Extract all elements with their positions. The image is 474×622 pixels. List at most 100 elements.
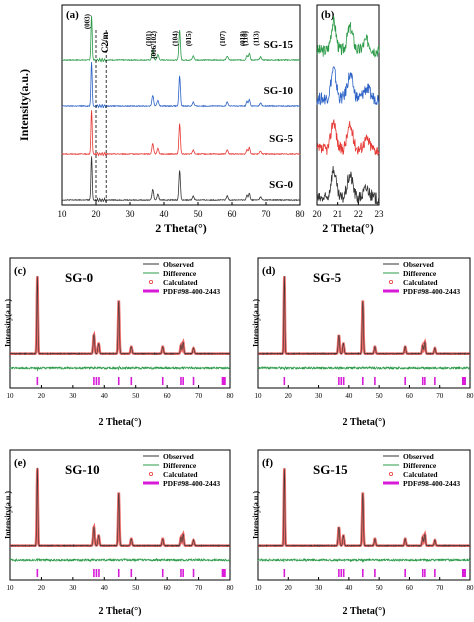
panel-a-xtick-label-10: 10 xyxy=(58,209,68,219)
panel-c-xtick-label-50: 50 xyxy=(132,392,140,400)
panel-e-tag: (e) xyxy=(14,457,27,469)
panel-f-xlabel: 2 Theta(°) xyxy=(343,606,386,617)
panel-e-xtick-label-60: 60 xyxy=(164,584,172,592)
panel-d-legend-label-2: Calculated xyxy=(403,278,438,287)
panel-b-series-SG-10 xyxy=(316,65,380,106)
panel-d-frame xyxy=(257,257,471,389)
panel-e-xtick-label-80: 80 xyxy=(227,584,235,592)
panel-d-xtick-label-50: 50 xyxy=(376,392,384,400)
panel-f-xtick-label-70: 70 xyxy=(436,584,444,592)
panel-c-legend-label-0: Observed xyxy=(163,260,195,269)
panel-c-xtick-label-80: 80 xyxy=(227,392,235,400)
panel-f-xtick-label-20: 20 xyxy=(285,584,293,592)
panel-c-frame xyxy=(9,257,231,389)
panel-c-legend-label-1: Difference xyxy=(163,269,197,278)
panel-c-xtick-label-30: 30 xyxy=(69,392,77,400)
panel-f-xtick-label-30: 30 xyxy=(315,584,323,592)
panel-a-xlabel: 2 Theta(°) xyxy=(155,221,207,235)
panel-d-legend-label-3: PDF#98-400-2443 xyxy=(403,287,460,296)
panel-f-frame xyxy=(257,449,471,581)
panel-a-hkl-(006/102): (006/102) xyxy=(150,30,158,58)
panel-a-hkl-(110): (110) xyxy=(241,30,249,45)
panel-a-hkl-(003): (003) xyxy=(84,13,92,29)
panel-b-tag: (b) xyxy=(321,9,335,21)
panel-a-xtick-label-30: 30 xyxy=(126,209,136,219)
panel-d-xtick-label-10: 10 xyxy=(255,392,263,400)
panel-e-xtick-label-40: 40 xyxy=(101,584,109,592)
panel-d-ylabel: Intensity(a.u.) xyxy=(252,299,261,347)
panel-c-legend-label-3: PDF#98-400-2443 xyxy=(163,287,220,296)
panel-e-legend-label-2: Calculated xyxy=(163,470,198,479)
panel-f-sample-label: SG-15 xyxy=(313,462,348,477)
panel-c-xtick-label-70: 70 xyxy=(195,392,203,400)
panel-a-xtick-label-70: 70 xyxy=(262,209,272,219)
panel-a-hkl-(107): (107) xyxy=(219,30,227,46)
panel-c-observed-curve xyxy=(9,276,231,356)
panel-a-hkl-(101): (101) xyxy=(145,30,153,46)
panel-e-legend-label-1: Difference xyxy=(163,461,197,470)
panel-a-series-SG-5 xyxy=(61,110,301,157)
panel-e-ylabel: Intensity(a.u.) xyxy=(4,491,13,539)
panel-c-legend-label-2: Calculated xyxy=(163,278,198,287)
panel-a-hkl-(104): (104) xyxy=(172,30,180,46)
panel-e-xtick-label-10: 10 xyxy=(7,584,15,592)
panel-c-xlabel: 2 Theta(°) xyxy=(99,417,142,428)
panel-f-legend-label-0: Observed xyxy=(403,452,435,461)
panel-c-ylabel: Intensity(a.u.) xyxy=(4,299,13,347)
panel-b-series-SG-5 xyxy=(316,119,380,156)
panel-c-sample-label: SG-0 xyxy=(65,270,93,285)
panel-f-ylabel: Intensity(a.u.) xyxy=(252,491,261,539)
panel-a-xtick-label-50: 50 xyxy=(194,209,204,219)
panel-d-tag: (d) xyxy=(262,265,276,277)
panel-a-xtick-label-20: 20 xyxy=(92,209,102,219)
panel-d-xtick-label-20: 20 xyxy=(285,392,293,400)
panel-e-difference-curve xyxy=(9,557,231,563)
panel-d-xtick-label-80: 80 xyxy=(467,392,474,400)
panel-d-legend-label-1: Difference xyxy=(403,269,437,278)
panel-b-series-SG-0 xyxy=(316,165,380,205)
panel-d-xlabel: 2 Theta(°) xyxy=(343,417,386,428)
panel-c-difference-curve xyxy=(9,365,231,372)
panel-a-hkl-(113): (113) xyxy=(253,30,261,45)
panel-a-series-SG-15 xyxy=(61,15,301,63)
panel-f-legend-label-3: PDF#98-400-2443 xyxy=(403,479,460,488)
panel-e-legend-label-3: PDF#98-400-2443 xyxy=(163,479,220,488)
panel-b-xlabel: 2 Theta(°) xyxy=(322,221,374,235)
panel-e-legend-label-0: Observed xyxy=(163,452,195,461)
panel-e-xtick-label-70: 70 xyxy=(195,584,203,592)
panel-d-legend-marker-2 xyxy=(388,279,393,284)
panel-f-xtick-label-40: 40 xyxy=(345,584,353,592)
panel-d-sample-label: SG-5 xyxy=(313,270,342,285)
panel-e-xlabel: 2 Theta(°) xyxy=(99,606,142,617)
panel-d-legend-label-0: Observed xyxy=(403,260,435,269)
panel-a-series-label-SG-0: SG-0 xyxy=(269,179,293,191)
panel-a-xtick-label-60: 60 xyxy=(228,209,238,219)
panel-a-ylabel: Intensity(a.u.) xyxy=(17,69,31,141)
panel-b-xtick-label-22: 22 xyxy=(354,209,363,219)
panel-b-series-SG-15 xyxy=(316,14,380,58)
panel-e-xtick-label-20: 20 xyxy=(38,584,46,592)
panel-a-series-SG-0 xyxy=(61,156,301,204)
panel-c-xtick-label-10: 10 xyxy=(7,392,15,400)
panel-c-xtick-label-40: 40 xyxy=(101,392,109,400)
panel-d-difference-curve xyxy=(257,365,471,371)
panel-c-xtick-label-20: 20 xyxy=(38,392,46,400)
panel-f-tag: (f) xyxy=(262,457,273,469)
panel-e-observed-curve xyxy=(10,467,231,548)
panel-d-xtick-label-30: 30 xyxy=(315,392,323,400)
panel-e-xtick-label-30: 30 xyxy=(69,584,77,592)
panel-d-xtick-label-40: 40 xyxy=(345,392,353,400)
panel-a-frame xyxy=(61,4,301,206)
panel-c-xtick-label-60: 60 xyxy=(164,392,172,400)
panel-e-sample-label: SG-10 xyxy=(65,462,100,477)
panel-b-xtick-label-21: 21 xyxy=(333,209,342,219)
panel-a-hkl-(018): (018) xyxy=(239,30,247,46)
panel-e-legend-marker-2 xyxy=(148,471,153,476)
panel-f-legend-label-2: Calculated xyxy=(403,470,438,479)
panel-f-legend-label-1: Difference xyxy=(403,461,437,470)
panel-f-xtick-label-60: 60 xyxy=(406,584,414,592)
panel-a-hkl-(015): (015) xyxy=(185,30,193,46)
panel-f-legend-marker-2 xyxy=(388,471,393,476)
panel-f-xtick-label-10: 10 xyxy=(255,584,263,592)
